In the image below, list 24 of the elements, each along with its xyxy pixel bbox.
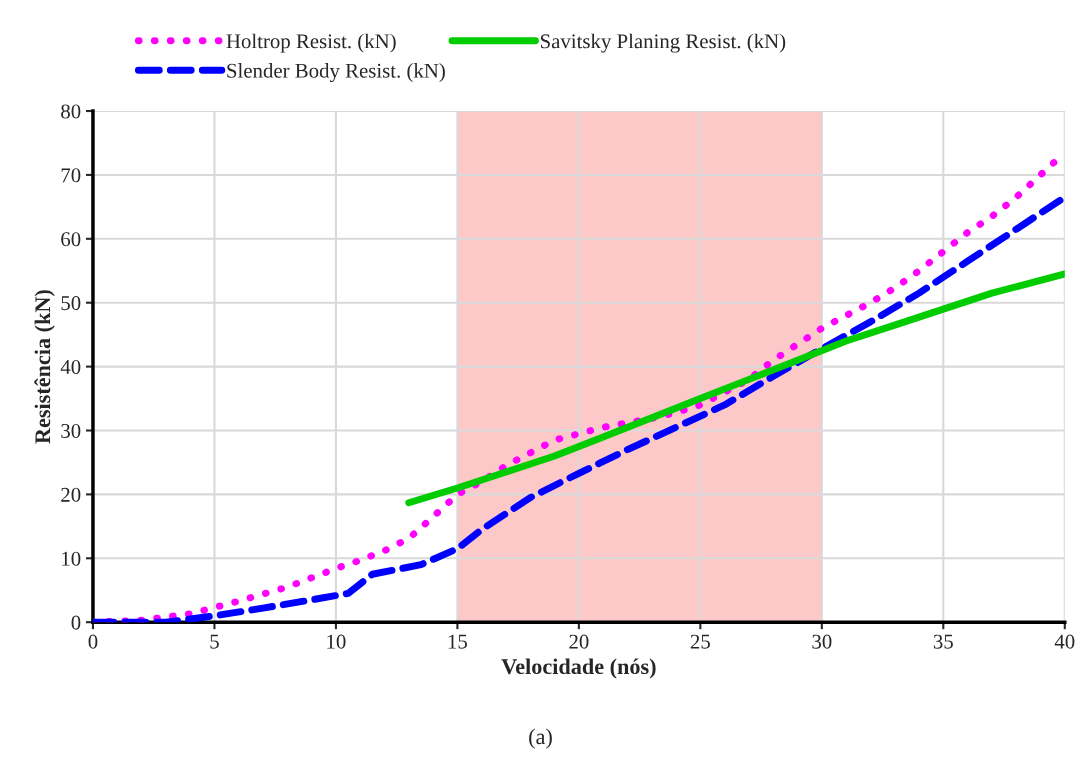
legend-label: Slender Body Resist. (kN) xyxy=(227,63,445,83)
x-tick-label: 5 xyxy=(210,634,219,649)
y-tick-label: 0 xyxy=(71,615,81,630)
y-tick-label: 70 xyxy=(61,168,81,183)
y-axis-title: Resistência (kN) xyxy=(34,290,55,444)
x-tick-label: 15 xyxy=(448,634,467,649)
x-axis-title: Velocidade (nós) xyxy=(501,658,656,679)
x-tick-label: 20 xyxy=(569,634,589,649)
y-tick-label: 60 xyxy=(61,232,81,247)
x-tick-label: 0 xyxy=(88,634,98,649)
y-tick-label: 50 xyxy=(61,296,81,311)
x-tick-label: 25 xyxy=(690,634,710,649)
y-tick-label: 30 xyxy=(61,423,81,438)
y-tick-label: 40 xyxy=(60,359,81,375)
x-tick-label: 30 xyxy=(812,634,832,649)
y-tick-label: 20 xyxy=(61,487,81,502)
y-tick-label: 10 xyxy=(62,551,81,566)
legend-label: Savitsky Planing Resist. (kN) xyxy=(540,33,786,53)
x-tick-label: 35 xyxy=(933,634,953,649)
x-tick-label: 40 xyxy=(1054,634,1075,649)
x-tick-label: 10 xyxy=(327,634,346,649)
text: (a) xyxy=(529,728,552,749)
legend-label: Holtrop Resist. (kN) xyxy=(226,33,396,53)
y-tick-label: 80 xyxy=(61,104,81,119)
